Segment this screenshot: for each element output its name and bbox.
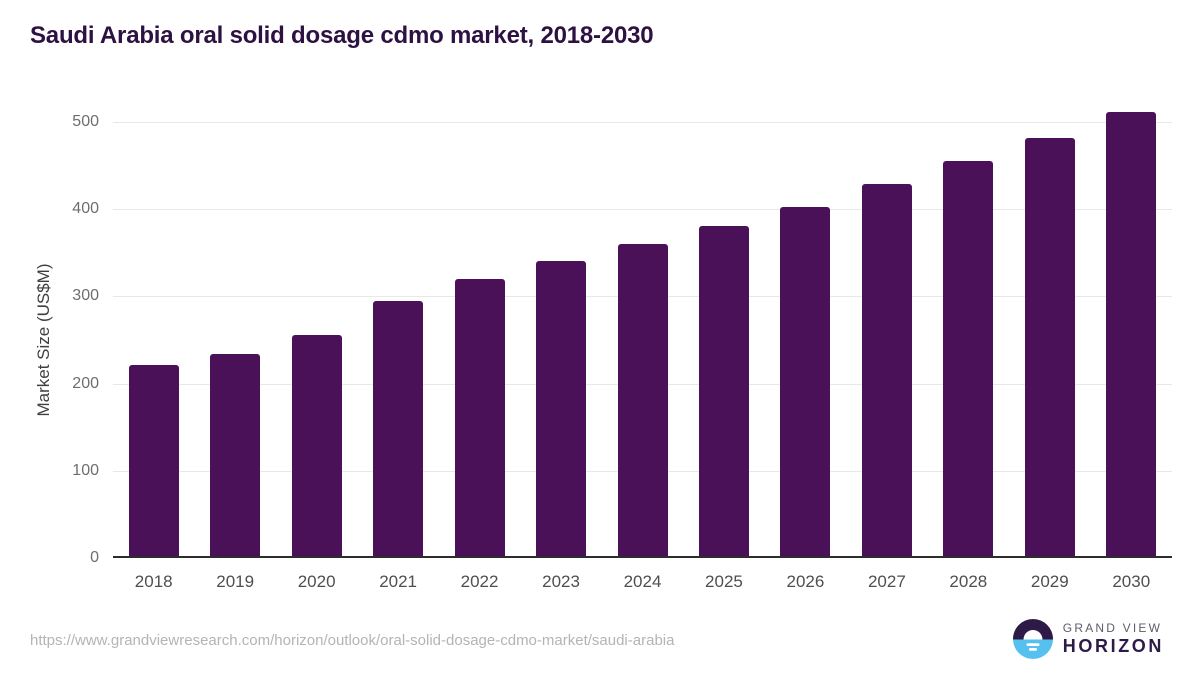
x-tick-label-2021: 2021: [379, 572, 418, 591]
x-tick-label-2022: 2022: [460, 572, 499, 591]
brand-name-bottom: HORIZON: [1062, 636, 1164, 656]
y-tick-label-400: 400: [72, 200, 99, 218]
x-tick-label-2020: 2020: [297, 572, 336, 591]
source-url: https://www.grandviewresearch.com/horizo…: [30, 632, 675, 649]
bar-2022: [454, 279, 505, 558]
x-tick-label-2026: 2026: [786, 572, 825, 591]
brand-logo-text: GRAND VIEW HORIZON: [1063, 621, 1164, 657]
bar-2021: [373, 301, 424, 558]
bar-2028: [943, 161, 994, 558]
brand-logo: GRAND VIEW HORIZON: [1012, 619, 1164, 659]
bar-2018: [128, 365, 179, 558]
bar-2027: [861, 184, 912, 558]
bar-2019: [210, 354, 261, 558]
bar-2030: [1106, 112, 1157, 558]
bar-2025: [698, 226, 749, 558]
y-tick-label-300: 300: [72, 287, 99, 305]
x-tick-label-2030: 2030: [1112, 572, 1151, 591]
x-tick-label-2027: 2027: [867, 572, 906, 591]
gridline-500: [113, 122, 1172, 123]
plot-area: 0 100 200 300 400 500 2018 2019 2020 2021 2022 2023…: [72, 112, 1172, 591]
y-tick-label-500: 500: [72, 113, 99, 130]
bar-2029: [1024, 138, 1075, 558]
y-tick-label-0: 0: [90, 549, 99, 566]
brand-name-top: GRAND VIEW: [1062, 621, 1163, 635]
x-tick-label-2018: 2018: [134, 572, 173, 591]
chart-title: Saudi Arabia oral solid dosage cdmo mark…: [30, 22, 654, 49]
x-tick-label-2025: 2025: [705, 572, 743, 591]
x-tick-label-2029: 2029: [1030, 572, 1069, 591]
gridline-400: [113, 209, 1172, 211]
x-tick-label-2019: 2019: [216, 572, 255, 591]
y-tick-label-200: 200: [72, 374, 99, 392]
bar-2026: [780, 207, 831, 558]
horizon-sun-icon: [1012, 619, 1053, 659]
bar-2024: [617, 244, 668, 558]
bar-2020: [291, 335, 342, 558]
x-tick-label-2023: 2023: [542, 572, 580, 591]
x-axis-line: [113, 556, 1172, 558]
bar-2023: [536, 261, 587, 558]
x-tick-label-2028: 2028: [949, 572, 988, 591]
y-tick-label-100: 100: [72, 461, 99, 479]
x-tick-label-2024: 2024: [623, 572, 662, 591]
